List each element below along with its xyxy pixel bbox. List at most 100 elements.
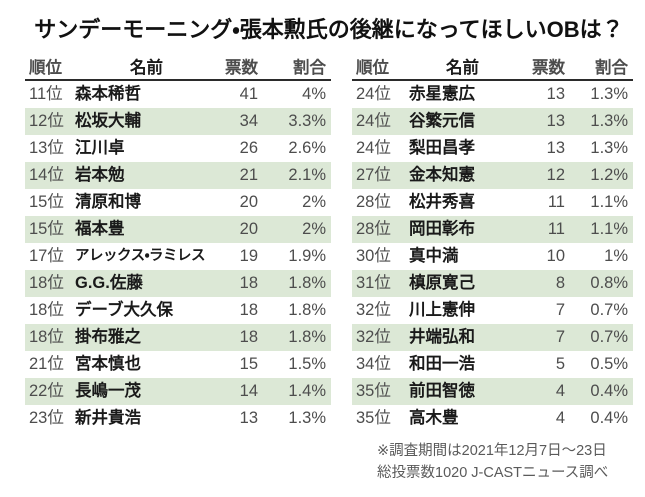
votes-cell: 4 xyxy=(555,409,565,427)
table-row: 27位 金本知憲 12 1.2% xyxy=(352,162,633,189)
name-cell: 松坂大輔 xyxy=(75,112,141,130)
rank-cell: 34位 xyxy=(356,355,391,373)
name-cell: 掛布雅之 xyxy=(75,328,141,346)
rank-cell: 14位 xyxy=(29,166,64,184)
votes-cell: 18 xyxy=(239,328,258,346)
percent-cell: 0.4% xyxy=(590,409,628,427)
table-row: 35位 前田智徳 4 0.4% xyxy=(352,378,633,405)
table-row: 24位 赤星憲広 13 1.3% xyxy=(352,81,633,108)
name-cell: アレックス・ラミレス xyxy=(75,248,206,264)
percent-cell: 0.5% xyxy=(590,355,628,373)
table-row: 24位 谷繁元信 13 1.3% xyxy=(352,108,633,135)
votes-cell: 13 xyxy=(546,112,565,130)
rank-cell: 22位 xyxy=(29,382,64,400)
col-header-votes: 票数 xyxy=(225,59,258,77)
votes-cell: 11 xyxy=(547,220,565,238)
table-row: 15位 清原和博 20 2% xyxy=(25,189,331,216)
rank-cell: 18位 xyxy=(29,328,64,346)
percent-cell: 1.1% xyxy=(590,220,628,238)
name-cell: 福本豊 xyxy=(75,220,125,238)
table-row: 30位 真中満 10 1% xyxy=(352,243,633,270)
name-cell: 宮本慎也 xyxy=(75,355,141,373)
votes-cell: 34 xyxy=(239,112,258,130)
table-row: 34位 和田一浩 5 0.5% xyxy=(352,351,633,378)
name-cell: 松井秀喜 xyxy=(409,193,475,211)
col-header-votes: 票数 xyxy=(532,59,565,77)
table-row: 18位 掛布雅之 18 1.8% xyxy=(25,324,331,351)
rank-cell: 24位 xyxy=(356,112,391,130)
percent-cell: 2.6% xyxy=(288,139,326,157)
rank-cell: 35位 xyxy=(356,409,391,427)
table-row: 21位 宮本慎也 15 1.5% xyxy=(25,351,331,378)
col-header-name: 名前 xyxy=(130,59,163,77)
votes-cell: 11 xyxy=(547,193,565,211)
table-row: 17位 アレックス・ラミレス 19 1.9% xyxy=(25,243,331,270)
col-header-percent: 割合 xyxy=(293,59,326,77)
table-row: 18位 G.G.佐藤 18 1.8% xyxy=(25,270,331,297)
table-row: 11位 森本稀哲 41 4% xyxy=(25,81,331,108)
votes-cell: 20 xyxy=(239,193,258,211)
name-cell: 高木豊 xyxy=(409,409,459,427)
percent-cell: 1.1% xyxy=(590,193,628,211)
votes-cell: 7 xyxy=(555,328,565,346)
table-row: 23位 新井貴浩 13 1.3% xyxy=(25,405,331,432)
name-cell: 谷繁元信 xyxy=(409,112,475,130)
votes-cell: 21 xyxy=(239,166,258,184)
col-header-percent: 割合 xyxy=(595,59,628,77)
percent-cell: 1.5% xyxy=(288,355,326,373)
percent-cell: 0.4% xyxy=(590,382,628,400)
table-header-row: 順位 名前 票数 割合 xyxy=(25,56,331,81)
rank-cell: 28位 xyxy=(356,220,391,238)
name-cell: 前田智徳 xyxy=(409,382,475,400)
votes-cell: 15 xyxy=(239,355,258,373)
table-row: 18位 デーブ大久保 18 1.8% xyxy=(25,297,331,324)
name-cell: 真中満 xyxy=(409,247,459,265)
rank-cell: 17位 xyxy=(29,247,64,265)
table-row: 35位 高木豊 4 0.4% xyxy=(352,405,633,432)
rank-cell: 12位 xyxy=(29,112,64,130)
name-cell: 森本稀哲 xyxy=(75,85,141,103)
rank-cell: 11位 xyxy=(29,85,63,103)
table-row: 13位 江川卓 26 2.6% xyxy=(25,135,331,162)
percent-cell: 1.3% xyxy=(590,139,628,157)
votes-cell: 41 xyxy=(239,85,258,103)
name-cell: 江川卓 xyxy=(75,139,125,157)
rank-cell: 15位 xyxy=(29,220,64,238)
percent-cell: 1.8% xyxy=(288,274,326,292)
percent-cell: 2% xyxy=(302,220,326,238)
rank-cell: 23位 xyxy=(29,409,64,427)
rank-cell: 32位 xyxy=(356,301,391,319)
table-row: 28位 岡田彰布 11 1.1% xyxy=(352,216,633,243)
percent-cell: 1.2% xyxy=(590,166,628,184)
table-row: 24位 梨田昌孝 13 1.3% xyxy=(352,135,633,162)
rank-cell: 21位 xyxy=(29,355,64,373)
table-row: 12位 松坂大輔 34 3.3% xyxy=(25,108,331,135)
rank-cell: 35位 xyxy=(356,382,391,400)
rank-cell: 24位 xyxy=(356,139,391,157)
percent-cell: 2.1% xyxy=(288,166,326,184)
votes-cell: 13 xyxy=(546,139,565,157)
votes-cell: 4 xyxy=(555,382,565,400)
votes-cell: 18 xyxy=(239,301,258,319)
votes-cell: 14 xyxy=(239,382,258,400)
percent-cell: 0.7% xyxy=(590,301,628,319)
name-cell: 金本知憲 xyxy=(409,166,475,184)
percent-cell: 1.4% xyxy=(288,382,326,400)
votes-cell: 13 xyxy=(546,85,565,103)
percent-cell: 0.7% xyxy=(590,328,628,346)
table-row: 15位 福本豊 20 2% xyxy=(25,216,331,243)
name-cell: 長嶋一茂 xyxy=(75,382,141,400)
rank-cell: 32位 xyxy=(356,328,391,346)
percent-cell: 4% xyxy=(302,85,326,103)
ranking-table-right: 順位 名前 票数 割合 24位 赤星憲広 13 1.3% 24位 谷繁元信 13… xyxy=(352,56,633,432)
tables-container: 順位 名前 票数 割合 11位 森本稀哲 41 4% 12位 松坂大輔 34 3… xyxy=(25,56,633,432)
name-cell: 和田一浩 xyxy=(409,355,475,373)
table-row: 22位 長嶋一茂 14 1.4% xyxy=(25,378,331,405)
ranking-table-left: 順位 名前 票数 割合 11位 森本稀哲 41 4% 12位 松坂大輔 34 3… xyxy=(25,56,331,432)
name-cell: デーブ大久保 xyxy=(75,301,174,319)
rank-cell: 13位 xyxy=(29,139,64,157)
name-cell: 井端弘和 xyxy=(409,328,475,346)
name-cell: 赤星憲広 xyxy=(409,85,475,103)
votes-cell: 12 xyxy=(546,166,565,184)
